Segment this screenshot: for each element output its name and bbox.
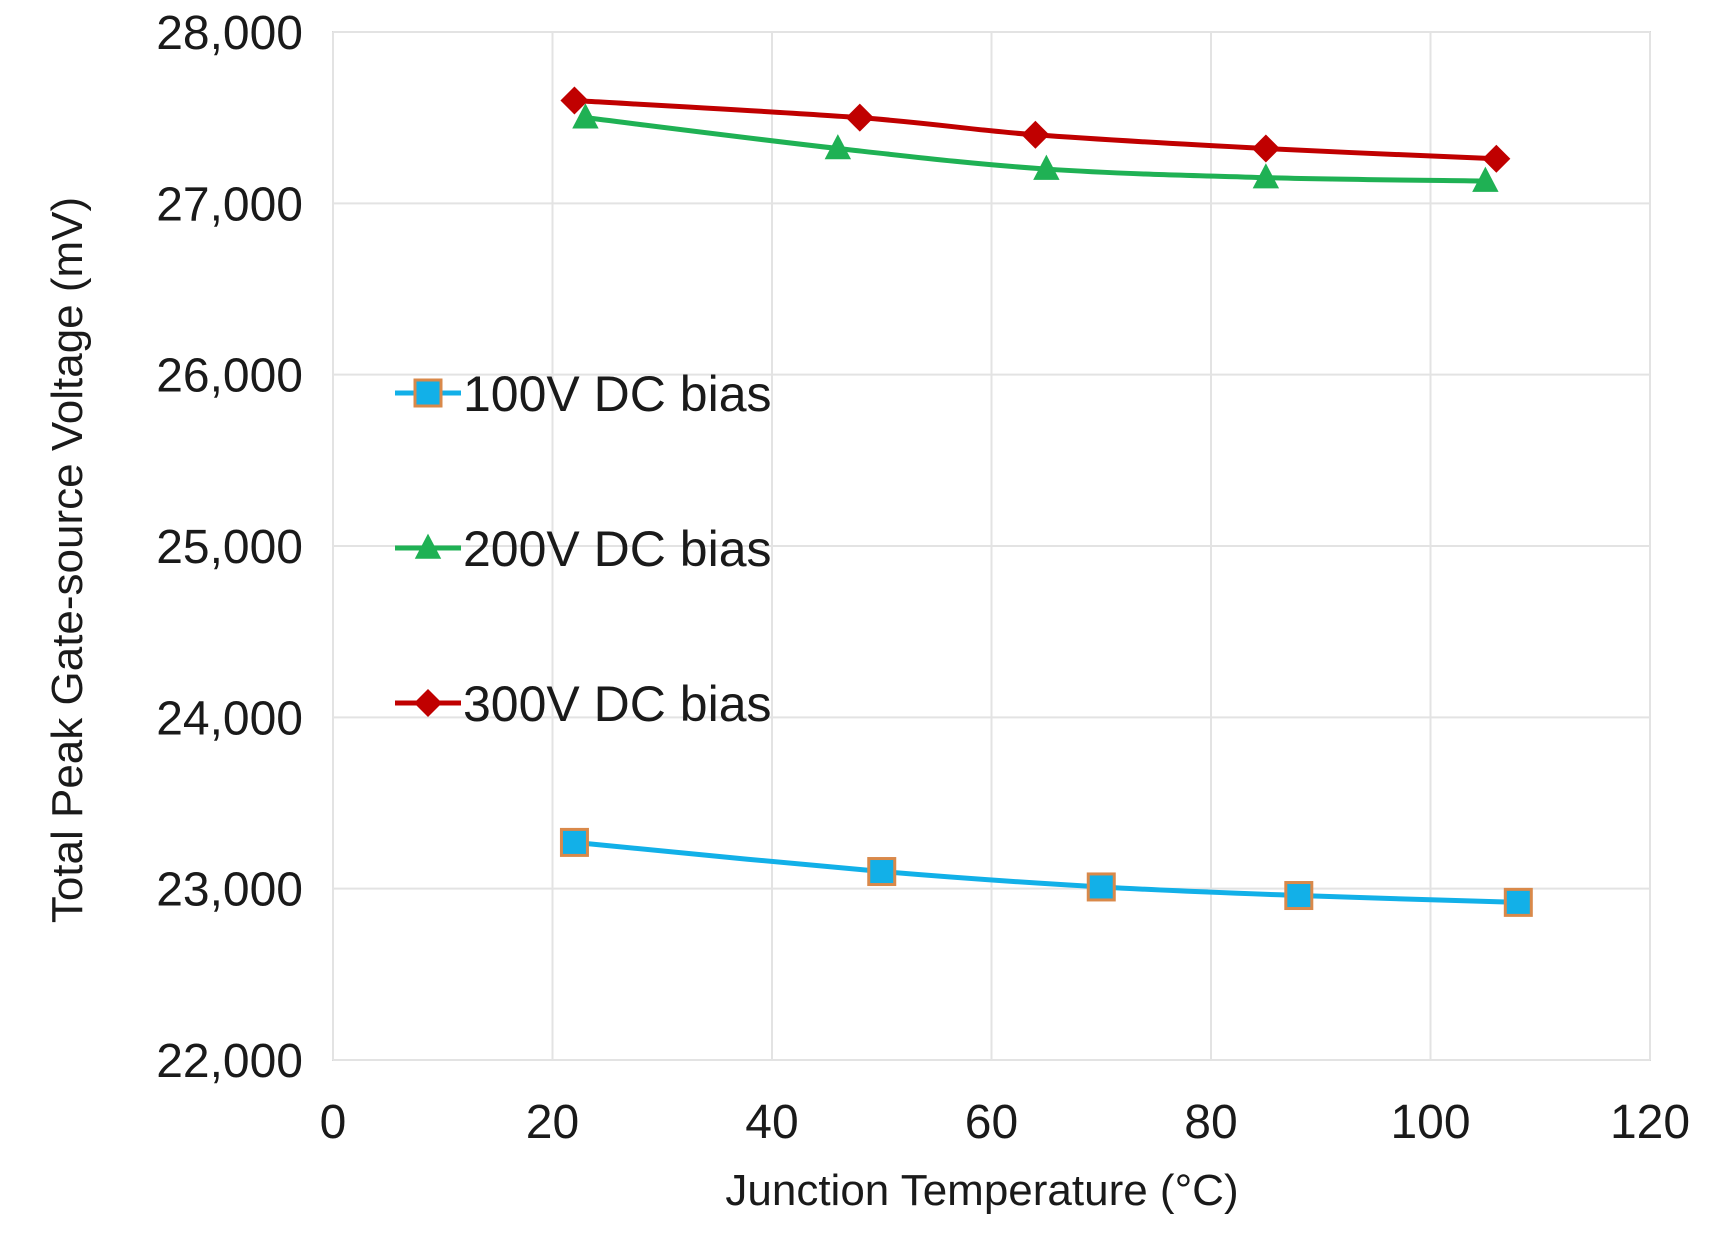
data-point-200v-dc-bias	[1252, 163, 1280, 189]
data-point-100v-dc-bias	[1503, 887, 1533, 917]
legend-label: 300V DC bias	[463, 676, 772, 732]
y-axis-title: Total Peak Gate-source Voltage (mV)	[43, 197, 92, 923]
data-point-200v-dc-bias	[572, 103, 599, 129]
data-point-300v-dc-bias	[1482, 144, 1511, 173]
x-axis-ticks: 0 20 40 60 80 100 120	[320, 1096, 1690, 1149]
data-point-300v-dc-bias	[560, 86, 589, 115]
y-tick-label: 25,000	[156, 521, 303, 574]
legend-item-300v-dc-bias: 300V DC bias	[395, 676, 772, 732]
data-point-300v-dc-bias	[1251, 134, 1280, 163]
legend-label: 100V DC bias	[463, 366, 772, 422]
legend: 100V DC bias 200V DC bias 300V DC bias	[395, 366, 772, 732]
data-point-300v-dc-bias	[845, 103, 874, 132]
legend-marker	[414, 689, 442, 717]
legend-item-100v-dc-bias: 100V DC bias	[395, 366, 772, 422]
y-tick-label: 24,000	[156, 692, 303, 745]
data-point-100v-dc-bias	[1284, 881, 1314, 911]
x-tick-label: 0	[320, 1096, 347, 1149]
data-point-100v-dc-bias	[867, 857, 897, 887]
x-tick-label: 20	[526, 1096, 579, 1149]
data-point-100v-dc-bias	[1086, 872, 1116, 902]
grid-lines	[332, 31, 1651, 1061]
y-tick-label: 27,000	[156, 178, 303, 231]
y-tick-label: 22,000	[156, 1035, 303, 1088]
x-axis-title: Junction Temperature (°C)	[725, 1166, 1238, 1215]
x-tick-label: 120	[1610, 1096, 1690, 1149]
x-tick-label: 40	[745, 1096, 798, 1149]
y-tick-label: 26,000	[156, 350, 303, 403]
legend-label: 200V DC bias	[463, 521, 772, 577]
legend-marker	[413, 378, 443, 408]
data-point-200v-dc-bias	[1033, 154, 1060, 180]
x-tick-label: 80	[1184, 1096, 1237, 1149]
y-axis-ticks: 22,000 23,000 24,000 25,000 26,000 27,000 28,0…	[156, 7, 303, 1088]
series-markers	[559, 86, 1533, 917]
x-tick-label: 100	[1390, 1096, 1470, 1149]
x-tick-label: 60	[965, 1096, 1018, 1149]
legend-marker	[414, 533, 442, 559]
data-point-200v-dc-bias	[1472, 166, 1499, 192]
y-tick-label: 23,000	[156, 864, 303, 917]
data-point-100v-dc-bias	[559, 827, 589, 857]
y-tick-label: 28,000	[156, 7, 303, 60]
data-point-200v-dc-bias	[824, 134, 852, 160]
data-point-300v-dc-bias	[1021, 120, 1050, 149]
legend-item-200v-dc-bias: 200V DC bias	[395, 521, 772, 577]
